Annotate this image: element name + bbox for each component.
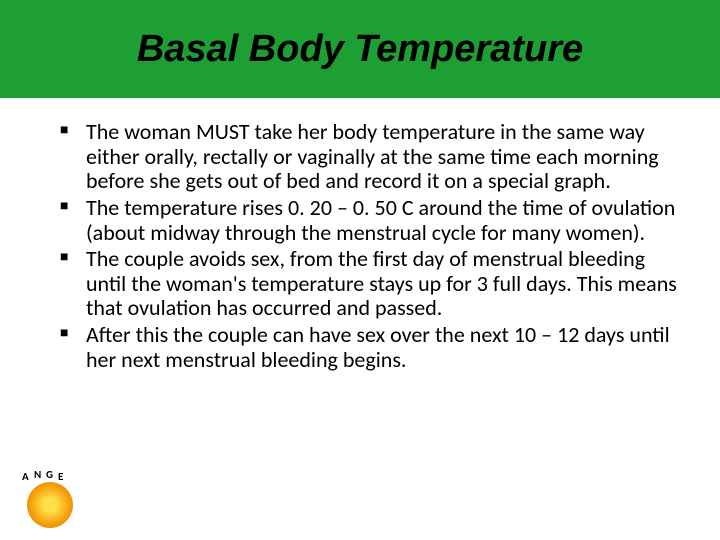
bullet-item: The woman MUST take her body temperature… xyxy=(60,120,680,194)
bullet-item: The couple avoids sex, from the first da… xyxy=(60,247,680,321)
bullet-item: The temperature rises 0. 20 – 0. 50 C ar… xyxy=(60,196,680,245)
bullet-item: After this the couple can have sex over … xyxy=(60,323,680,372)
logo-letter: A xyxy=(22,470,29,483)
bullet-list: The woman MUST take her body temperature… xyxy=(60,120,680,372)
logo-letter: G xyxy=(46,468,53,481)
organization-logo: A N G E xyxy=(20,468,80,528)
slide-title: Basal Body Temperature xyxy=(137,28,583,71)
slide-content: The woman MUST take her body temperature… xyxy=(0,98,720,372)
logo-emblem xyxy=(27,482,73,528)
logo-letter: E xyxy=(58,470,63,483)
slide-header: Basal Body Temperature xyxy=(0,0,720,98)
logo-letter: N xyxy=(34,468,41,481)
